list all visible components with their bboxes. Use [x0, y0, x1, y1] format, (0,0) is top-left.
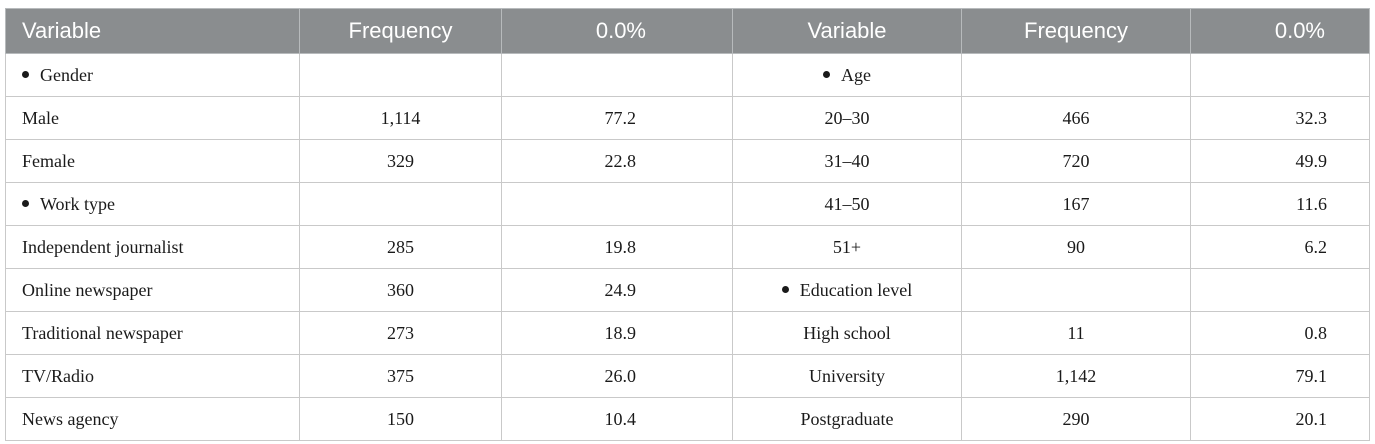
table-row: Traditional newspaper 273 18.9 High school 1… — [5, 311, 1370, 355]
frequency-cell-right — [961, 53, 1191, 97]
header-frequency-right: Frequency — [961, 8, 1191, 54]
percent-cell-right — [1190, 268, 1370, 312]
percent-cell-left: 22.8 — [501, 139, 733, 183]
table-row: Online newspaper 360 24.9 Education level — [5, 268, 1370, 312]
variable-cell-right: High school — [732, 311, 962, 355]
table-body: Gender Age Male 1,114 77.2 20–30 466 32.3 Female… — [5, 53, 1370, 441]
header-variable-right: Variable — [732, 8, 962, 54]
frequency-cell-left — [299, 182, 502, 226]
variable-cell-left: Independent journalist — [5, 225, 300, 269]
variable-cell-left: Female — [5, 139, 300, 183]
percent-cell-left — [501, 53, 733, 97]
table-row: Independent journalist 285 19.8 51+ 90 6.2 — [5, 225, 1370, 269]
demographics-table: Variable Frequency 0.0% Variable Frequen… — [5, 8, 1370, 441]
frequency-cell-right: 167 — [961, 182, 1191, 226]
frequency-cell-left: 273 — [299, 311, 502, 355]
percent-cell-right: 20.1 — [1190, 397, 1370, 441]
frequency-cell-left: 150 — [299, 397, 502, 441]
frequency-cell-right: 720 — [961, 139, 1191, 183]
header-row: Variable Frequency 0.0% Variable Frequen… — [5, 8, 1370, 54]
percent-cell-left: 10.4 — [501, 397, 733, 441]
section-heading-left: Work type — [5, 182, 300, 226]
frequency-cell-right: 11 — [961, 311, 1191, 355]
table-row: Gender Age — [5, 53, 1370, 97]
header-variable-left: Variable — [5, 8, 300, 54]
variable-cell-left: Traditional newspaper — [5, 311, 300, 355]
frequency-cell-left: 360 — [299, 268, 502, 312]
variable-cell-right: 31–40 — [732, 139, 962, 183]
section-heading-left: Gender — [5, 53, 300, 97]
frequency-cell-left: 285 — [299, 225, 502, 269]
percent-cell-right: 79.1 — [1190, 354, 1370, 398]
table-row: Female 329 22.8 31–40 720 49.9 — [5, 139, 1370, 183]
percent-cell-left: 19.8 — [501, 225, 733, 269]
percent-cell-right: 6.2 — [1190, 225, 1370, 269]
section-heading-right: Age — [732, 53, 962, 97]
frequency-cell-right: 290 — [961, 397, 1191, 441]
header-percent-left: 0.0% — [501, 8, 733, 54]
percent-cell-left: 18.9 — [501, 311, 733, 355]
percent-cell-right: 11.6 — [1190, 182, 1370, 226]
frequency-cell-left — [299, 53, 502, 97]
percent-cell-right: 0.8 — [1190, 311, 1370, 355]
frequency-cell-left: 1,114 — [299, 96, 502, 140]
percent-cell-right: 49.9 — [1190, 139, 1370, 183]
section-heading-right: Education level — [732, 268, 962, 312]
table-header: Variable Frequency 0.0% Variable Frequen… — [5, 8, 1370, 54]
variable-cell-right: Postgraduate — [732, 397, 962, 441]
variable-cell-right: 41–50 — [732, 182, 962, 226]
percent-cell-right: 32.3 — [1190, 96, 1370, 140]
variable-cell-right: 51+ — [732, 225, 962, 269]
header-frequency-left: Frequency — [299, 8, 502, 54]
variable-cell-left: News agency — [5, 397, 300, 441]
frequency-cell-left: 375 — [299, 354, 502, 398]
percent-cell-left: 26.0 — [501, 354, 733, 398]
variable-cell-left: TV/Radio — [5, 354, 300, 398]
frequency-cell-left: 329 — [299, 139, 502, 183]
frequency-cell-right: 90 — [961, 225, 1191, 269]
percent-cell-left: 24.9 — [501, 268, 733, 312]
table-row: Male 1,114 77.2 20–30 466 32.3 — [5, 96, 1370, 140]
variable-cell-right: University — [732, 354, 962, 398]
frequency-cell-right: 1,142 — [961, 354, 1191, 398]
percent-cell-left: 77.2 — [501, 96, 733, 140]
percent-cell-right — [1190, 53, 1370, 97]
frequency-cell-right: 466 — [961, 96, 1191, 140]
percent-cell-left — [501, 182, 733, 226]
variable-cell-right: 20–30 — [732, 96, 962, 140]
table-row: News agency 150 10.4 Postgraduate 290 20.1 — [5, 397, 1370, 441]
table-row: TV/Radio 375 26.0 University 1,142 79.1 — [5, 354, 1370, 398]
header-percent-right: 0.0% — [1190, 8, 1370, 54]
table-row: Work type 41–50 167 11.6 — [5, 182, 1370, 226]
variable-cell-left: Online newspaper — [5, 268, 300, 312]
variable-cell-left: Male — [5, 96, 300, 140]
frequency-cell-right — [961, 268, 1191, 312]
